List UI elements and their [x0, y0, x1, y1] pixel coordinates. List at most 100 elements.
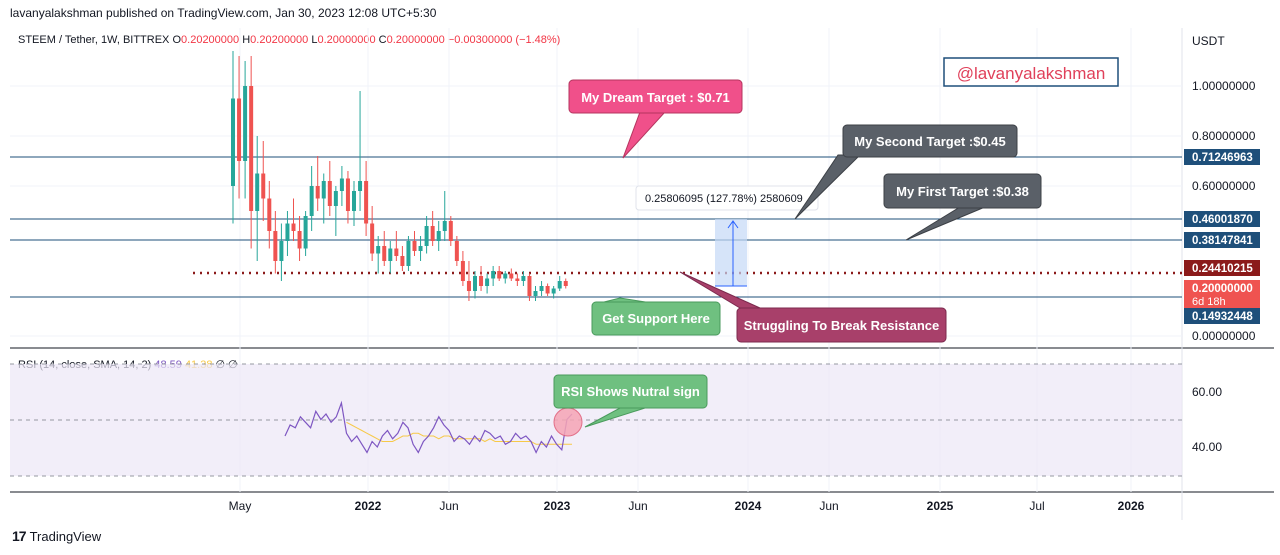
candle	[370, 206, 375, 261]
candle	[345, 171, 350, 224]
price-badge-value: 0.20000000	[1192, 283, 1253, 295]
candle	[333, 186, 338, 236]
candle	[400, 246, 405, 271]
rsi-ticks: 60.00 40.00	[1192, 385, 1222, 454]
candle	[297, 216, 302, 261]
candle	[285, 211, 290, 256]
candle	[237, 56, 242, 199]
publisher-line: lavanyalakshman published on TradingView…	[10, 6, 437, 20]
x-ticks: May 2022 Jun 2023 Jun 2024 Jun 2025 Jul 2026	[229, 499, 1145, 513]
price-badge-value: 0.38147841	[1192, 235, 1253, 247]
x-tick-label: 2026	[1118, 499, 1145, 513]
candle	[406, 236, 411, 271]
rsi-note-text: RSI Shows Nutral sign	[561, 384, 700, 399]
candle	[563, 278, 568, 289]
candle	[545, 283, 550, 296]
close-label: C	[378, 34, 387, 46]
x-tick-label: Jun	[628, 499, 647, 513]
support-callout[interactable]	[591, 301, 721, 336]
candle	[551, 286, 556, 299]
measure-box	[715, 219, 747, 286]
candle	[303, 211, 308, 256]
x-tick-label: 2025	[927, 499, 954, 513]
price-badge	[1184, 260, 1260, 276]
measure-label-box	[635, 185, 819, 211]
candle	[473, 271, 477, 299]
y-grid	[10, 85, 1182, 337]
candle	[267, 181, 272, 249]
candle	[503, 271, 508, 284]
candle	[249, 56, 254, 249]
candle	[418, 236, 423, 261]
x-tick-label: Jun	[439, 499, 458, 513]
candle	[321, 173, 326, 224]
rsi-note-callout[interactable]	[553, 374, 708, 409]
high-value: 0.20200000	[250, 34, 309, 46]
dream-target-text: My Dream Target : $0.71	[581, 90, 730, 105]
y-tick-label: 1.00000000	[1192, 79, 1256, 93]
candle	[339, 166, 344, 206]
candle	[412, 231, 417, 256]
x-tick-label: Jun	[819, 499, 838, 513]
candle	[382, 231, 387, 266]
candle	[466, 261, 471, 301]
resistance-callout[interactable]	[736, 307, 947, 343]
candle	[485, 273, 490, 294]
candle	[424, 216, 429, 254]
x-tick-label: 2023	[544, 499, 571, 513]
first-target-text: My First Target :$0.38	[896, 184, 1029, 199]
close-value: 0.20000000	[386, 34, 445, 46]
symbol-label[interactable]: STEEM / Tether, 1W, BITTREX	[18, 34, 170, 46]
x-tick-label: 2022	[355, 499, 382, 513]
candle	[243, 61, 248, 199]
rsi-tick-label: 60.00	[1192, 385, 1222, 399]
rsi-sma-line	[346, 421, 572, 445]
candle	[448, 216, 453, 246]
candles	[231, 51, 568, 301]
y-tick-label: 0.60000000	[1192, 179, 1256, 193]
candle	[273, 211, 278, 274]
ohlc-legend: STEEM / Tether, 1W, BITTREX O0.20200000 …	[18, 34, 560, 46]
candle	[279, 223, 284, 281]
y-tick-label: 0.80000000	[1192, 129, 1256, 143]
price-badge	[1184, 308, 1260, 324]
dream-target-callout[interactable]	[568, 79, 743, 114]
rsi-line	[284, 400, 573, 454]
candle	[291, 198, 296, 241]
candle	[327, 161, 332, 216]
rsi-tick-label: 40.00	[1192, 440, 1222, 454]
candle	[509, 268, 514, 281]
first-target-callout[interactable]	[883, 173, 1042, 209]
price-badge-countdown: 6d 18h	[1192, 296, 1226, 308]
price-badge-value: 0.71246963	[1192, 152, 1253, 164]
candle	[352, 181, 356, 226]
tradingview-logo-icon[interactable]: 17	[12, 528, 27, 544]
candle	[430, 211, 435, 246]
candle	[309, 166, 314, 231]
change-value: −0.00300000 (−1.48%)	[447, 34, 561, 46]
candle	[557, 276, 562, 291]
candle	[376, 236, 381, 274]
second-target-text: My Second Target :$0.45	[854, 134, 1005, 149]
footer-brand[interactable]: TradingView	[29, 528, 102, 544]
x-tick-label: Jul	[1029, 499, 1044, 513]
second-target-callout[interactable]	[842, 124, 1018, 158]
first-pointer	[905, 206, 986, 241]
low-label: L	[311, 34, 318, 46]
dream-pointer	[622, 111, 667, 159]
candle	[527, 273, 532, 301]
high-label: H	[242, 34, 251, 46]
candle	[454, 236, 459, 266]
candle	[460, 251, 465, 286]
footer: 17 TradingView	[12, 528, 101, 544]
candle	[231, 51, 235, 224]
price-badges: 0.71246963 0.46001870 0.38147841 0.24410215…	[1184, 149, 1260, 324]
resistance-text: Struggling To Break Resistance	[744, 318, 940, 333]
measure-label: 0.25806095 (127.78%) 2580609	[645, 193, 803, 205]
y-ticks: 1.00000000 0.80000000 0.60000000 0.00000000	[1192, 79, 1256, 343]
candle	[539, 281, 544, 296]
price-badge	[1184, 211, 1260, 227]
candle	[515, 273, 520, 286]
candle	[479, 266, 484, 291]
